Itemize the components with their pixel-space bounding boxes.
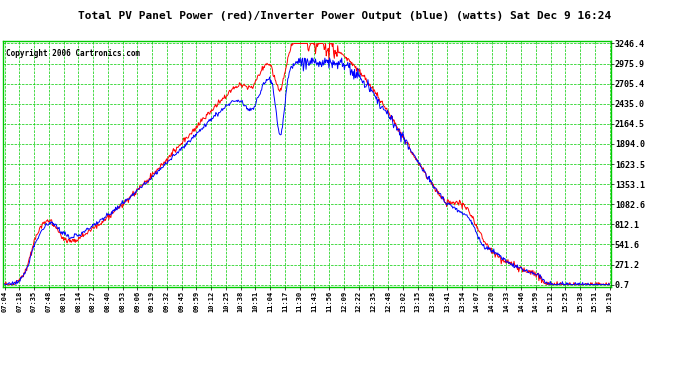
Text: Copyright 2006 Cartronics.com: Copyright 2006 Cartronics.com <box>6 49 141 58</box>
Text: Total PV Panel Power (red)/Inverter Power Output (blue) (watts) Sat Dec 9 16:24: Total PV Panel Power (red)/Inverter Powe… <box>79 11 611 21</box>
